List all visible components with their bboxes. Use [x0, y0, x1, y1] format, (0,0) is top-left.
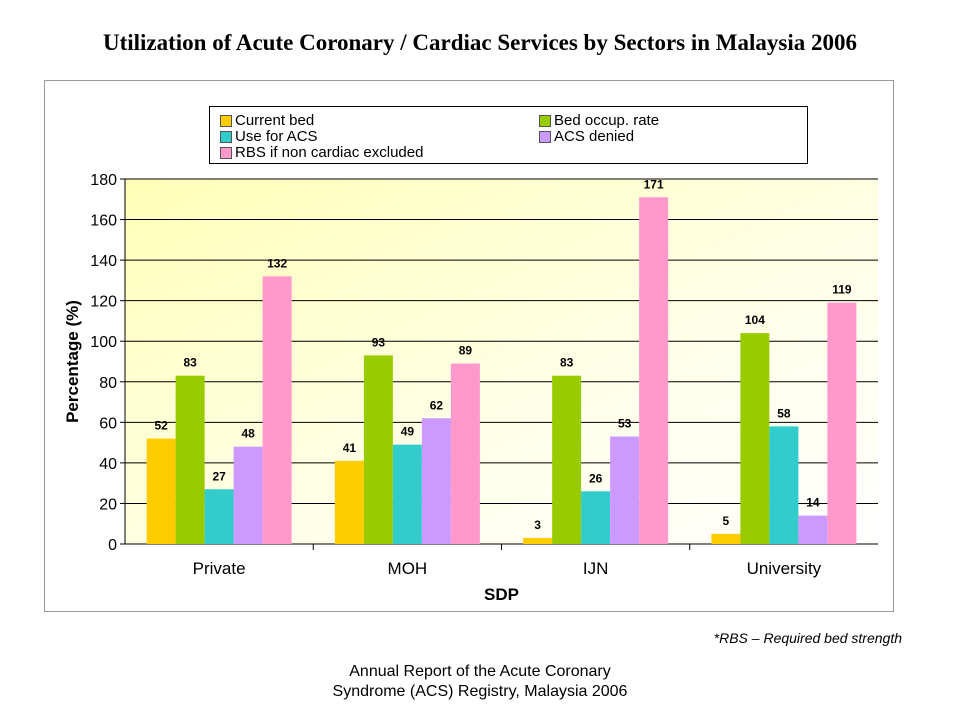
y-axis-title: Percentage (%)	[63, 300, 82, 423]
legend-label: Bed occup. rate	[554, 112, 660, 129]
y-tick-label: 120	[90, 294, 117, 311]
legend-swatch-current-bed	[220, 115, 232, 127]
legend-label: Current bed	[235, 112, 315, 129]
bar-acs-denied	[798, 515, 828, 544]
data-label: 3	[534, 518, 541, 532]
data-label: 119	[832, 283, 852, 297]
x-tick-label: University	[747, 559, 822, 578]
data-label: 52	[154, 419, 168, 433]
source-line-2: Syndrome (ACS) Registry, Malaysia 2006	[332, 683, 628, 700]
bar-use-for-acs	[581, 491, 611, 544]
bar-rbs-if-non-cardiac-excluded	[262, 276, 292, 544]
data-label: 83	[560, 356, 574, 370]
bar-use-for-acs	[769, 426, 799, 544]
bar-bed-occup-rate	[363, 355, 393, 544]
bar-rbs-if-non-cardiac-excluded	[827, 302, 857, 544]
legend-swatch-rbs	[220, 147, 232, 159]
y-tick-label: 160	[90, 213, 117, 230]
data-label: 27	[212, 469, 226, 483]
x-axis-title: SDP	[484, 585, 519, 604]
data-label: 89	[459, 344, 473, 358]
data-label: 93	[372, 335, 386, 349]
y-tick-label: 140	[90, 253, 117, 270]
data-label: 53	[618, 417, 632, 431]
page-title: Utilization of Acute Coronary / Cardiac …	[102, 30, 857, 55]
source-caption: Annual Report of the Acute Coronary Synd…	[280, 662, 680, 702]
x-tick-label: MOH	[388, 559, 428, 578]
bar-rbs-if-non-cardiac-excluded	[450, 363, 480, 544]
data-label: 62	[430, 398, 444, 412]
footnote: *RBS – Required bed strength	[713, 630, 902, 646]
data-label: 58	[777, 406, 791, 420]
data-label: 104	[745, 313, 765, 327]
data-label: 49	[401, 425, 415, 439]
legend-swatch-use-for-acs	[220, 131, 232, 143]
bar-acs-denied	[233, 446, 263, 544]
legend-label: ACS denied	[554, 128, 635, 145]
bar-acs-denied	[610, 436, 640, 544]
x-tick-label: IJN	[583, 559, 609, 578]
bar-rbs-if-non-cardiac-excluded	[639, 197, 669, 544]
data-label: 171	[644, 177, 664, 191]
bar-current-bed	[523, 537, 553, 544]
data-label: 83	[183, 356, 197, 370]
bar-bed-occup-rate	[175, 375, 205, 544]
data-label: 14	[806, 496, 820, 510]
chart-legend: Current bed Bed occup. rate Use for ACS …	[209, 106, 808, 164]
legend-label: RBS if non cardiac excluded	[235, 144, 424, 161]
y-tick-label: 0	[108, 537, 117, 554]
y-tick-label: 180	[90, 172, 117, 189]
y-tick-label: 40	[99, 456, 117, 473]
bar-use-for-acs	[392, 444, 422, 544]
legend-label: Use for ACS	[235, 128, 318, 145]
bar-current-bed	[146, 438, 176, 544]
data-label: 41	[343, 441, 357, 455]
legend-swatch-acs-denied	[539, 131, 551, 143]
bar-acs-denied	[421, 418, 451, 544]
y-tick-label: 80	[99, 375, 117, 392]
data-label: 26	[589, 471, 603, 485]
y-tick-label: 20	[99, 496, 117, 513]
x-tick-label: Private	[193, 559, 246, 578]
bar-bed-occup-rate	[740, 333, 770, 544]
bar-current-bed	[334, 460, 364, 544]
source-line-1: Annual Report of the Acute Coronary	[349, 663, 611, 680]
data-label: 48	[241, 427, 255, 441]
bar-current-bed	[711, 533, 741, 544]
data-label: 132	[267, 256, 287, 270]
bar-bed-occup-rate	[552, 375, 582, 544]
bar-use-for-acs	[204, 489, 234, 544]
legend-swatch-bed-occupancy	[539, 115, 551, 127]
data-label: 5	[723, 514, 730, 528]
y-tick-label: 100	[90, 334, 117, 351]
y-tick-label: 60	[99, 415, 117, 432]
